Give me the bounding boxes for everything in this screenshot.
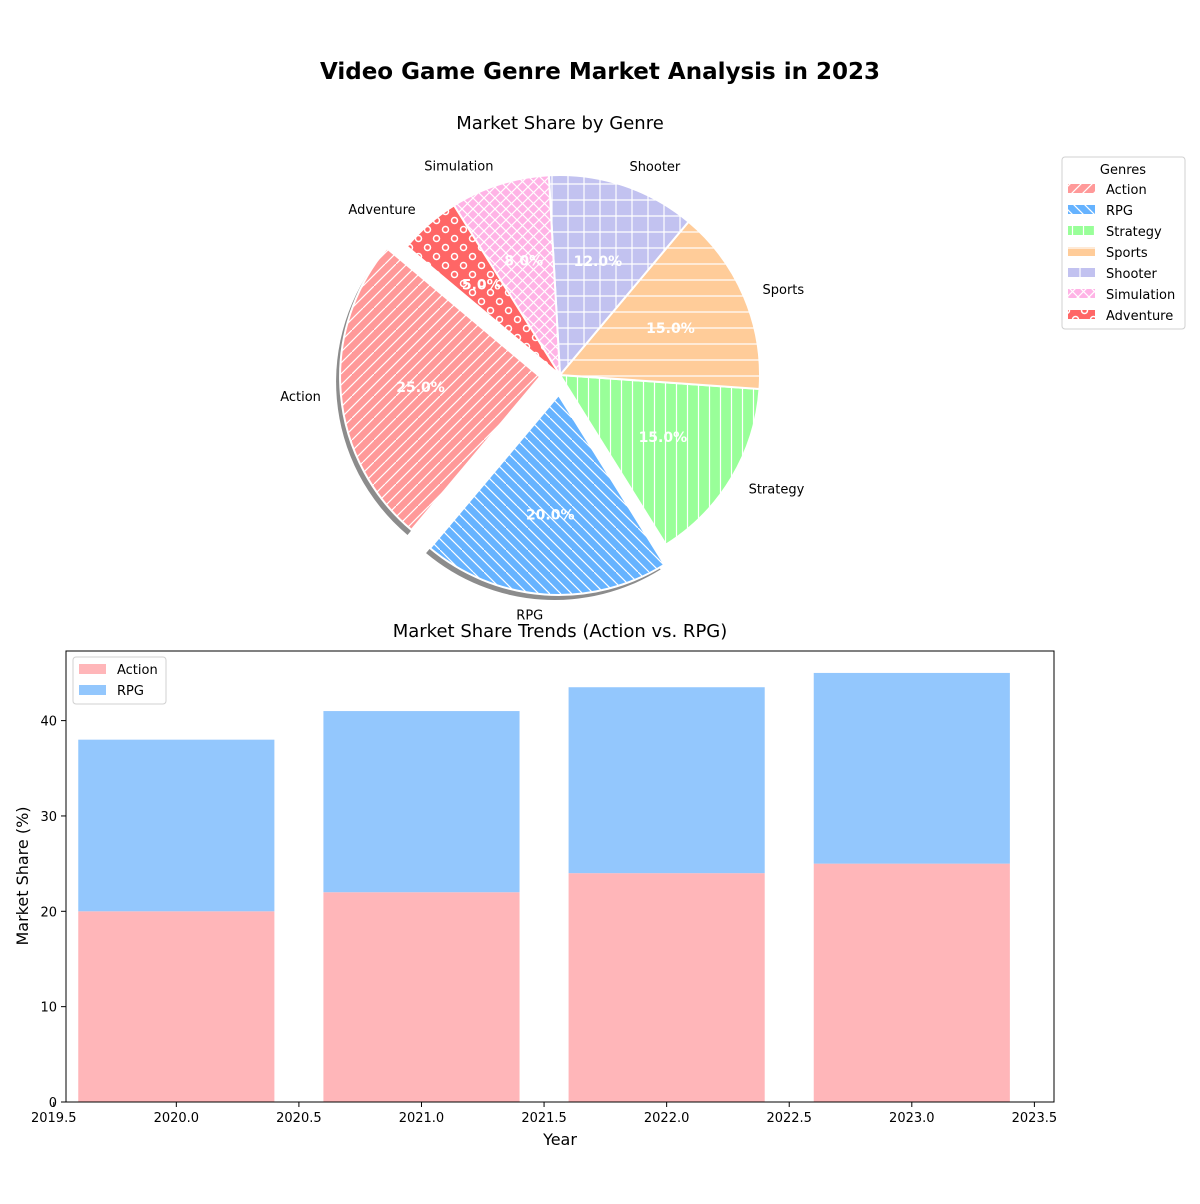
bar-action-2021 xyxy=(323,892,520,1102)
bar-legend: Action RPG xyxy=(72,656,167,705)
pie-percent-rpg: 20.0% xyxy=(526,508,575,524)
pie-slice-shooter xyxy=(547,174,690,378)
pie-label-sports: Sports xyxy=(763,283,805,298)
bar-x-ticks: 2019.5 2020.0 2020.5 2021.0 2021.5 2022.0 2022… xyxy=(31,1102,1057,1126)
bar-y-tick-label: 30 xyxy=(40,810,57,825)
pie-legend-label-strategy: Strategy xyxy=(1106,225,1162,240)
pie-legend-title: Genres xyxy=(1100,163,1146,178)
pie-percent-adventure: 5.0% xyxy=(462,277,501,293)
bar-legend-label-rpg: RPG xyxy=(117,684,144,699)
pie-legend: Genres Action RPG Strategy Sports Shooter Sim… xyxy=(1061,156,1186,330)
bar-rpg-2021 xyxy=(323,711,520,893)
bar-y-tick-label: 10 xyxy=(40,1001,57,1016)
bar-legend-swatch-rpg xyxy=(79,685,106,695)
pie-legend-swatch-sports xyxy=(1068,247,1095,256)
pie-slice-sports xyxy=(557,220,761,391)
pie-percent-action: 25.0% xyxy=(396,380,445,396)
pie-legend-items: Action RPG Strategy Sports Shooter Simulation… xyxy=(1068,183,1175,324)
pie-slice-simulation xyxy=(452,174,561,376)
bar-rpg-2023 xyxy=(813,672,1010,864)
bar-y-tick-label: 40 xyxy=(40,715,57,730)
bar-y-axis-label: Market Share (%) xyxy=(13,806,32,945)
pie-percent-sports: 15.0% xyxy=(646,321,695,337)
pie-label-action: Action xyxy=(280,390,321,405)
pie-legend-swatch-action xyxy=(1068,184,1095,193)
pie-slice-action xyxy=(339,246,542,532)
bar-action-2023 xyxy=(813,863,1010,1102)
bar-x-tick-label: 2020.5 xyxy=(276,1111,322,1126)
pie-label-rpg: RPG xyxy=(516,608,543,623)
pie-chart: Market Share by Genre Action RPG Strategy S… xyxy=(280,113,804,623)
pie-title: Market Share by Genre xyxy=(456,113,664,134)
bar-legend-swatch-action xyxy=(79,664,106,674)
pie-percent-simulation: 8.0% xyxy=(504,254,543,270)
pie-labels: Action RPG Strategy Sports Shooter Simulation… xyxy=(280,159,804,623)
bar-action-2020 xyxy=(78,911,275,1102)
bar-title: Market Share Trends (Action vs. RPG) xyxy=(393,621,728,642)
bar-chart: Market Share Trends (Action vs. RPG) 201… xyxy=(13,621,1057,1149)
bar-action-2022 xyxy=(568,873,765,1102)
pie-slice-rpg xyxy=(428,393,666,596)
bar-plot-frame xyxy=(65,650,1055,1103)
bar-x-tick-label: 2023.5 xyxy=(1012,1111,1058,1126)
bar-x-tick-label: 2019.5 xyxy=(31,1111,77,1126)
pie-label-adventure: Adventure xyxy=(348,203,415,218)
pie-slice-strategy xyxy=(558,373,761,546)
pie-legend-swatch-simulation xyxy=(1068,289,1095,298)
bar-y-tick-label: 20 xyxy=(40,905,57,920)
pie-legend-swatch-adventure xyxy=(1068,310,1095,319)
pie-percent-strategy: 15.0% xyxy=(639,430,688,446)
bar-x-tick-label: 2021.0 xyxy=(399,1111,445,1126)
pie-legend-label-adventure: Adventure xyxy=(1106,309,1173,324)
pie-legend-label-rpg: RPG xyxy=(1106,204,1133,219)
pie-legend-swatch-strategy xyxy=(1068,226,1095,235)
pie-legend-swatch-shooter xyxy=(1068,268,1095,277)
bar-rpg-2022 xyxy=(568,687,765,874)
bar-x-tick-label: 2021.5 xyxy=(521,1111,567,1126)
bar-x-axis-label: Year xyxy=(542,1130,577,1149)
pie-legend-label-shooter: Shooter xyxy=(1106,267,1157,282)
bar-y-ticks: 0 10 20 30 40 xyxy=(40,715,66,1111)
pie-label-shooter: Shooter xyxy=(629,160,680,175)
pie-label-strategy: Strategy xyxy=(749,482,805,497)
pie-legend-label-sports: Sports xyxy=(1106,246,1148,261)
bar-x-tick-label: 2022.5 xyxy=(766,1111,812,1126)
bar-x-tick-label: 2020.0 xyxy=(154,1111,200,1126)
pie-legend-swatch-rpg xyxy=(1068,205,1095,214)
pie-percent-shooter: 12.0% xyxy=(574,254,623,270)
bar-rpg-2020 xyxy=(78,739,275,912)
bar-legend-items: Action RPG xyxy=(79,663,158,699)
bar-bars xyxy=(78,672,1010,1102)
bar-y-tick-label: 0 xyxy=(49,1096,57,1111)
pie-slice-adventure xyxy=(405,204,561,376)
bar-legend-label-action: Action xyxy=(117,663,158,678)
pie-legend-frame xyxy=(1061,156,1186,330)
pie-legend-label-action: Action xyxy=(1106,183,1147,198)
bar-x-tick-label: 2022.0 xyxy=(644,1111,690,1126)
pie-label-simulation: Simulation xyxy=(424,159,493,174)
pie-legend-label-simulation: Simulation xyxy=(1106,288,1175,303)
pie-percent-labels: 25.0% 20.0% 15.0% 15.0% 12.0% 8.0%5.0% xyxy=(396,254,695,524)
pie-slices xyxy=(339,174,761,596)
bar-x-tick-label: 2023.0 xyxy=(889,1111,935,1126)
figure-title: Video Game Genre Market Analysis in 2023 xyxy=(320,59,880,85)
